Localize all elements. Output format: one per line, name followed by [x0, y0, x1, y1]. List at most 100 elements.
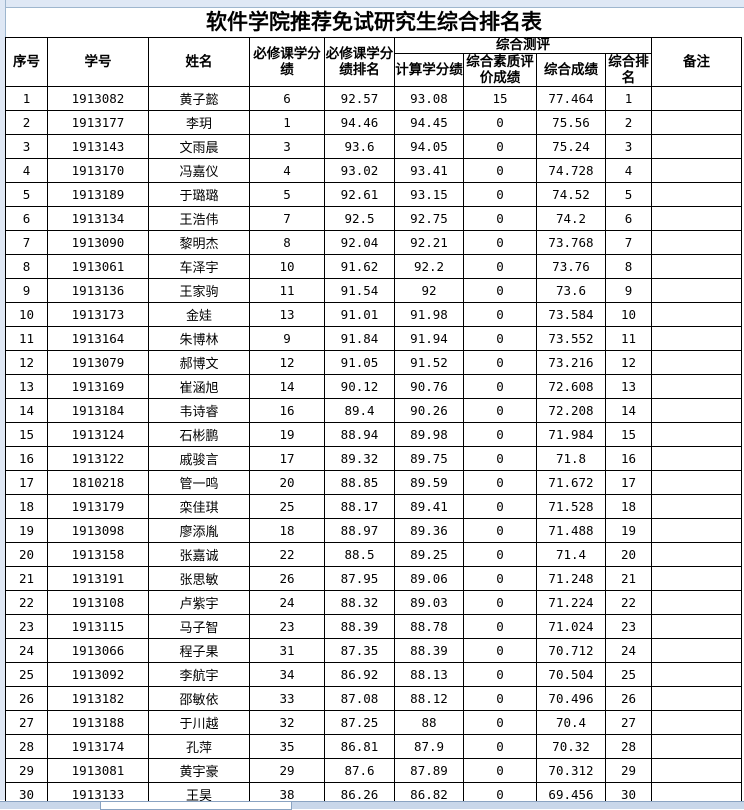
cell-req-rank[interactable]: 87.25	[324, 710, 395, 735]
cell-quality[interactable]: 0	[463, 542, 537, 567]
cell-id[interactable]: 1913173	[47, 302, 149, 327]
cell-total[interactable]: 70.312	[536, 758, 606, 783]
cell-note[interactable]	[651, 686, 742, 711]
cell-calc-gpa[interactable]: 91.94	[394, 326, 464, 351]
cell-total[interactable]: 75.24	[536, 134, 606, 159]
cell-rank[interactable]: 10	[605, 302, 652, 327]
cell-req-rank[interactable]: 92.5	[324, 206, 395, 231]
cell-rank[interactable]: 20	[605, 542, 652, 567]
cell-req-rank[interactable]: 87.95	[324, 566, 395, 591]
cell-id[interactable]: 1810218	[47, 470, 149, 495]
cell-req-gpa[interactable]: 9	[249, 326, 325, 351]
cell-calc-gpa[interactable]: 94.45	[394, 110, 464, 135]
cell-note[interactable]	[651, 518, 742, 543]
cell-rank[interactable]: 25	[605, 662, 652, 687]
cell-rank[interactable]: 26	[605, 686, 652, 711]
cell-id[interactable]: 1913066	[47, 638, 149, 663]
cell-quality[interactable]: 0	[463, 398, 537, 423]
cell-calc-gpa[interactable]: 91.52	[394, 350, 464, 375]
cell-req-gpa[interactable]: 8	[249, 230, 325, 255]
cell-total[interactable]: 71.224	[536, 590, 606, 615]
cell-quality[interactable]: 0	[463, 662, 537, 687]
cell-name[interactable]: 廖添胤	[148, 518, 250, 543]
cell-quality[interactable]: 0	[463, 470, 537, 495]
cell-note[interactable]	[651, 206, 742, 231]
cell-seq[interactable]: 16	[5, 446, 48, 471]
cell-rank[interactable]: 22	[605, 590, 652, 615]
cell-id[interactable]: 1913061	[47, 254, 149, 279]
cell-req-gpa[interactable]: 10	[249, 254, 325, 279]
cell-calc-gpa[interactable]: 88	[394, 710, 464, 735]
cell-name[interactable]: 金娃	[148, 302, 250, 327]
cell-calc-gpa[interactable]: 89.41	[394, 494, 464, 519]
cell-quality[interactable]: 0	[463, 710, 537, 735]
cell-quality[interactable]: 0	[463, 590, 537, 615]
cell-calc-gpa[interactable]: 89.06	[394, 566, 464, 591]
cell-quality[interactable]: 0	[463, 518, 537, 543]
cell-total[interactable]: 70.496	[536, 686, 606, 711]
cell-name[interactable]: 卢紫宇	[148, 590, 250, 615]
cell-id[interactable]: 1913164	[47, 326, 149, 351]
cell-calc-gpa[interactable]: 94.05	[394, 134, 464, 159]
cell-quality[interactable]: 0	[463, 758, 537, 783]
cell-req-rank[interactable]: 88.32	[324, 590, 395, 615]
cell-name[interactable]: 韦诗睿	[148, 398, 250, 423]
cell-rank[interactable]: 17	[605, 470, 652, 495]
cell-note[interactable]	[651, 350, 742, 375]
cell-req-rank[interactable]: 91.05	[324, 350, 395, 375]
cell-calc-gpa[interactable]: 92.21	[394, 230, 464, 255]
cell-rank[interactable]: 3	[605, 134, 652, 159]
cell-total[interactable]: 73.552	[536, 326, 606, 351]
cell-calc-gpa[interactable]: 93.08	[394, 86, 464, 111]
sheet-tab[interactable]	[100, 802, 292, 810]
cell-id[interactable]: 1913134	[47, 206, 149, 231]
cell-total[interactable]: 71.024	[536, 614, 606, 639]
header-calc-gpa[interactable]: 计算学分绩	[394, 53, 464, 87]
cell-total[interactable]: 72.208	[536, 398, 606, 423]
cell-note[interactable]	[651, 110, 742, 135]
cell-req-rank[interactable]: 92.57	[324, 86, 395, 111]
cell-total[interactable]: 74.52	[536, 182, 606, 207]
cell-id[interactable]: 1913169	[47, 374, 149, 399]
header-total[interactable]: 综合成绩	[536, 53, 606, 87]
cell-id[interactable]: 1913090	[47, 230, 149, 255]
cell-total[interactable]: 73.76	[536, 254, 606, 279]
cell-req-rank[interactable]: 88.85	[324, 470, 395, 495]
cell-total[interactable]: 71.672	[536, 470, 606, 495]
cell-name[interactable]: 马子智	[148, 614, 250, 639]
cell-req-rank[interactable]: 89.32	[324, 446, 395, 471]
cell-note[interactable]	[651, 254, 742, 279]
cell-quality[interactable]: 0	[463, 350, 537, 375]
cell-req-rank[interactable]: 87.08	[324, 686, 395, 711]
cell-seq[interactable]: 9	[5, 278, 48, 303]
cell-calc-gpa[interactable]: 89.03	[394, 590, 464, 615]
cell-quality[interactable]: 0	[463, 158, 537, 183]
cell-rank[interactable]: 7	[605, 230, 652, 255]
cell-rank[interactable]: 21	[605, 566, 652, 591]
cell-req-rank[interactable]: 91.01	[324, 302, 395, 327]
cell-note[interactable]	[651, 710, 742, 735]
cell-calc-gpa[interactable]: 88.13	[394, 662, 464, 687]
cell-quality[interactable]: 0	[463, 638, 537, 663]
cell-name[interactable]: 郝博文	[148, 350, 250, 375]
cell-note[interactable]	[651, 182, 742, 207]
cell-note[interactable]	[651, 302, 742, 327]
cell-note[interactable]	[651, 422, 742, 447]
cell-note[interactable]	[651, 734, 742, 759]
cell-name[interactable]: 黄宇豪	[148, 758, 250, 783]
cell-req-gpa[interactable]: 29	[249, 758, 325, 783]
cell-note[interactable]	[651, 758, 742, 783]
cell-name[interactable]: 管一鸣	[148, 470, 250, 495]
cell-name[interactable]: 李玥	[148, 110, 250, 135]
cell-note[interactable]	[651, 230, 742, 255]
cell-total[interactable]: 73.6	[536, 278, 606, 303]
cell-seq[interactable]: 29	[5, 758, 48, 783]
cell-req-rank[interactable]: 88.5	[324, 542, 395, 567]
cell-seq[interactable]: 20	[5, 542, 48, 567]
cell-req-gpa[interactable]: 14	[249, 374, 325, 399]
cell-req-gpa[interactable]: 6	[249, 86, 325, 111]
cell-req-gpa[interactable]: 31	[249, 638, 325, 663]
cell-seq[interactable]: 2	[5, 110, 48, 135]
cell-req-rank[interactable]: 92.61	[324, 182, 395, 207]
cell-note[interactable]	[651, 494, 742, 519]
